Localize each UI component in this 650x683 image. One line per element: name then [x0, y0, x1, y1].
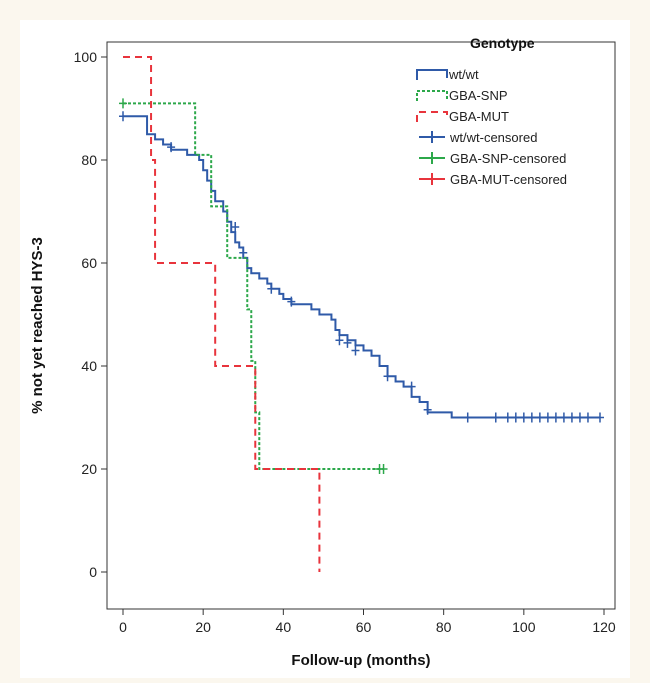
censor-mark [239, 247, 248, 258]
censor-mark [567, 412, 576, 423]
censor-mark [231, 221, 240, 232]
legend-symbol [416, 69, 448, 80]
y-tick-label: 80 [81, 152, 97, 168]
series-line-gba-mut [123, 56, 321, 572]
legend-symbol [416, 90, 448, 101]
y-tick-label: 40 [81, 358, 97, 374]
plot-frame [106, 41, 616, 610]
legend-entry: GBA-SNP-censored [450, 151, 566, 166]
legend-entry: wt/wt [448, 67, 479, 82]
y-tick-label: 100 [74, 49, 98, 65]
legend-symbol [416, 111, 448, 122]
censor-mark [423, 404, 432, 415]
censor-mark [595, 412, 604, 423]
censor-mark [351, 345, 360, 356]
legend-entry: GBA-MUT [449, 109, 509, 124]
legend-symbol [419, 173, 445, 185]
censor-mark [383, 371, 392, 382]
legend-symbol [419, 152, 445, 164]
series-line-gba-snp [123, 102, 384, 470]
censor-mark [551, 412, 560, 423]
x-tick-label: 0 [119, 619, 127, 635]
censor-mark [527, 412, 536, 423]
censor-mark [463, 412, 472, 423]
km-chart: 0 20 40 60 80 100 120 0 20 40 60 80 100 Follow-up (… [29, 35, 616, 669]
legend-entry: wt/wt-censored [449, 130, 537, 145]
censor-mark [543, 412, 552, 423]
legend-symbol [419, 131, 445, 143]
censor-mark [119, 111, 127, 122]
censor-mark [535, 412, 544, 423]
x-axis-title: Follow-up (months) [291, 652, 430, 669]
y-axis-title: % not yet reached HYS-3 [29, 237, 46, 414]
y-tick-label: 60 [81, 255, 97, 271]
censor-mark [335, 335, 344, 346]
censor-mark [287, 296, 296, 307]
censor-layer [119, 98, 604, 474]
chart-frame: 0 20 40 60 80 100 120 0 20 40 60 80 100 Follow-up (… [20, 20, 630, 678]
x-tick-label: 120 [592, 619, 616, 635]
censor-mark [491, 412, 500, 423]
x-tick-label: 80 [436, 619, 452, 635]
x-tick-label: 40 [276, 619, 292, 635]
censor-mark [575, 412, 584, 423]
censor-mark [503, 412, 512, 423]
censor-mark [167, 142, 176, 153]
legend-title: Genotype [470, 35, 535, 51]
censor-mark [343, 337, 352, 348]
censor-mark [511, 412, 520, 423]
legend-entry: GBA-MUT-censored [450, 172, 567, 187]
censor-mark [379, 464, 388, 474]
censor-mark [559, 412, 568, 423]
censor-mark [267, 283, 276, 294]
censor-mark [407, 381, 416, 392]
censor-mark [519, 412, 528, 423]
censor-mark [119, 98, 127, 109]
x-tick-label: 20 [195, 619, 211, 635]
censor-mark [583, 412, 592, 423]
x-axis-ticks: 0 20 40 60 80 100 120 [119, 609, 616, 635]
y-tick-label: 20 [81, 461, 97, 477]
y-tick-label: 0 [89, 564, 97, 580]
legend: Genotype wt/wt GBA-SNP GBA-MUT wt/wt-censor… [416, 35, 567, 187]
x-tick-label: 100 [512, 619, 536, 635]
x-tick-label: 60 [356, 619, 372, 635]
y-axis-ticks: 0 20 40 60 80 100 [74, 49, 107, 580]
legend-entry: GBA-SNP [449, 88, 508, 103]
